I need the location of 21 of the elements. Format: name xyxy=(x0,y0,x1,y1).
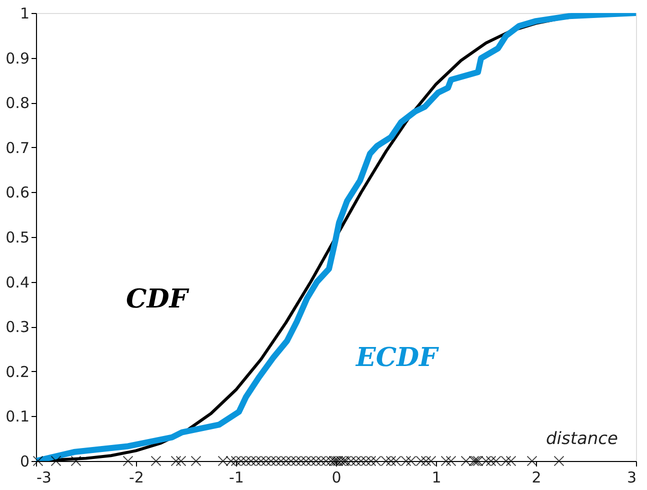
y-tick-label: 0.2 xyxy=(6,362,30,381)
y-tick-label: 0.8 xyxy=(6,94,30,112)
y-tick-label: 0.4 xyxy=(6,273,30,292)
y-tick-label: 0.5 xyxy=(6,228,30,246)
text: CDF xyxy=(126,284,190,315)
x-axis-title: distance xyxy=(546,429,618,449)
y-tick-label: 0.1 xyxy=(6,408,30,426)
y-tick-label: 0 xyxy=(20,452,30,470)
y-tick-label: 1 xyxy=(20,4,30,22)
x-tick-label: -3 xyxy=(36,468,52,486)
y-tick-label: 0.6 xyxy=(6,184,30,202)
x-tick-label: -2 xyxy=(129,468,144,486)
x-tick-label: 3 xyxy=(626,468,636,486)
text: ECDF xyxy=(355,342,440,373)
x-tick-label: -1 xyxy=(229,468,244,486)
y-tick-label: 0.9 xyxy=(6,49,30,68)
x-tick-label: 1 xyxy=(432,468,442,486)
x-tick-label: 0 xyxy=(332,468,342,486)
y-tick-label: 0.3 xyxy=(6,318,30,336)
y-tick-label: 0.7 xyxy=(6,138,30,157)
x-tick-label: 2 xyxy=(532,468,542,486)
